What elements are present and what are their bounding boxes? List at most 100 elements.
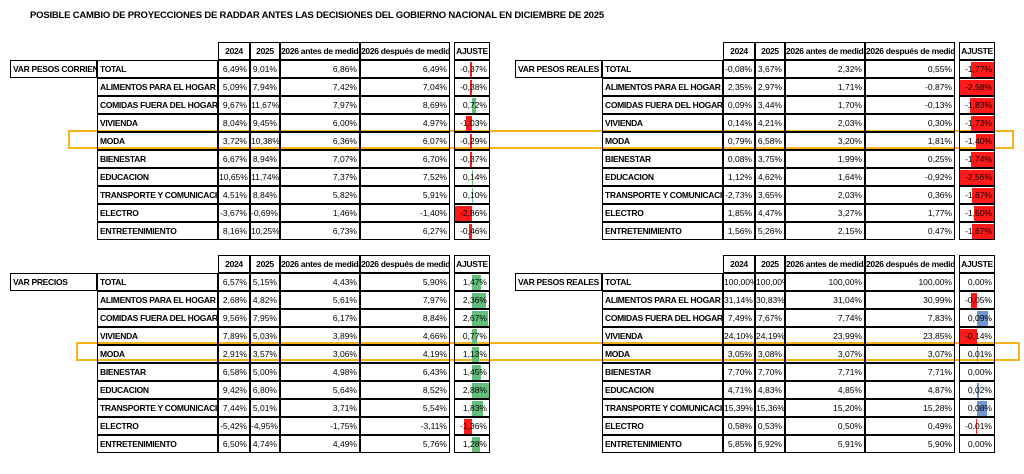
value-cell: 11,74% xyxy=(250,168,280,186)
row-label: VIVIENDA xyxy=(97,114,218,132)
adjust-cell: 1,45% xyxy=(454,363,490,381)
value-cell: -0,92% xyxy=(865,168,955,186)
adjust-cell: -0,29% xyxy=(454,132,490,150)
value-cell: -4,95% xyxy=(250,417,280,435)
value-cell: 7,52% xyxy=(360,168,450,186)
row-label: ALIMENTOS PARA EL HOGAR xyxy=(97,78,218,96)
adjust-bar xyxy=(960,170,994,185)
value-cell: -1,40% xyxy=(360,204,450,222)
value-cell: 4,62% xyxy=(755,168,785,186)
value-cell: 2,35% xyxy=(723,78,755,96)
adjust-cell: -0,14% xyxy=(959,327,995,345)
column-header: 2025 xyxy=(755,42,785,60)
adjust-cell: 1,83% xyxy=(454,399,490,417)
adjust-bar xyxy=(472,170,473,185)
value-cell: 3,44% xyxy=(755,96,785,114)
adjust-value: 1,13% xyxy=(462,349,487,359)
adjust-value: 1,28% xyxy=(462,439,487,449)
value-cell: 3,27% xyxy=(785,204,865,222)
value-cell: 1,12% xyxy=(723,168,755,186)
column-header: 2026 antes de medidas xyxy=(785,42,865,60)
value-cell: 5,00% xyxy=(250,363,280,381)
value-cell: 2,03% xyxy=(785,186,865,204)
row-label: EDUCACION xyxy=(602,381,723,399)
value-cell: 1,71% xyxy=(785,78,865,96)
column-header: 2026 antes de medidas xyxy=(280,255,360,273)
adjust-value: -1,50% xyxy=(965,208,992,218)
value-cell: 0,53% xyxy=(755,417,785,435)
column-header: AJUSTE xyxy=(959,42,995,60)
value-cell: 3,08% xyxy=(755,345,785,363)
adjust-bar xyxy=(469,80,472,95)
value-cell: 9,45% xyxy=(250,114,280,132)
column-header: 2024 xyxy=(218,42,250,60)
adjust-bar xyxy=(465,116,472,131)
value-cell: 7,74% xyxy=(785,309,865,327)
row-label: EDUCACION xyxy=(97,168,218,186)
row-label: EDUCACION xyxy=(97,381,218,399)
adjust-cell: 0,10% xyxy=(454,186,490,204)
value-cell: 5,03% xyxy=(250,327,280,345)
value-cell: 1,56% xyxy=(723,222,755,240)
value-cell: 7,44% xyxy=(218,399,250,417)
row-label: COMIDAS FUERA DEL HOGAR xyxy=(602,96,723,114)
column-header: 2024 xyxy=(723,255,755,273)
column-header: AJUSTE xyxy=(454,255,490,273)
adjust-value: -0,37% xyxy=(460,154,487,164)
value-cell: -0,87% xyxy=(865,78,955,96)
page-title: POSIBLE CAMBIO DE PROYECCIONES DE RADDAR… xyxy=(30,10,604,21)
adjust-cell: 1,13% xyxy=(454,345,490,363)
row-label: BIENESTAR xyxy=(97,150,218,168)
value-cell: 7,67% xyxy=(755,309,785,327)
adjust-bar xyxy=(975,419,977,434)
value-cell: 4,85% xyxy=(785,381,865,399)
value-cell: 0,25% xyxy=(865,150,955,168)
adjust-bar xyxy=(469,224,472,239)
value-cell: 10,38% xyxy=(250,132,280,150)
value-cell: 6,67% xyxy=(218,150,250,168)
adjust-value: 1,45% xyxy=(462,367,487,377)
row-label: ELECTRO xyxy=(602,204,723,222)
column-header: 2025 xyxy=(250,255,280,273)
value-cell: 0,36% xyxy=(865,186,955,204)
section-label: VAR PESOS REALES xyxy=(515,273,602,291)
section-label: VAR PRECIOS xyxy=(10,273,97,291)
adjust-value: -1,67% xyxy=(965,190,992,200)
adjust-cell: -1,67% xyxy=(959,222,995,240)
adjust-bar xyxy=(472,383,489,398)
value-cell: -3,11% xyxy=(360,417,450,435)
value-cell: 2,03% xyxy=(785,114,865,132)
value-cell: 1,99% xyxy=(785,150,865,168)
adjust-cell: -1,36% xyxy=(454,417,490,435)
adjust-value: 1,83% xyxy=(462,403,487,413)
adjust-bar xyxy=(971,188,994,203)
row-label: VIVIENDA xyxy=(602,114,723,132)
adjust-cell: -2,58% xyxy=(959,78,995,96)
value-cell: 7,71% xyxy=(785,363,865,381)
row-label: MODA xyxy=(97,132,218,150)
value-cell: 3,67% xyxy=(755,60,785,78)
value-cell: 6,49% xyxy=(218,60,250,78)
value-cell: 31,14% xyxy=(723,291,755,309)
row-label: COMIDAS FUERA DEL HOGAR xyxy=(97,96,218,114)
value-cell: 4,21% xyxy=(755,114,785,132)
adjust-cell: -0,38% xyxy=(454,78,490,96)
adjust-bar xyxy=(472,98,477,113)
adjust-cell: 2,36% xyxy=(454,291,490,309)
adjust-value: 0,77% xyxy=(462,331,487,341)
value-cell: 100,00% xyxy=(723,273,755,291)
row-label: BIENESTAR xyxy=(602,363,723,381)
row-label: ALIMENTOS PARA EL HOGAR xyxy=(97,291,218,309)
value-cell: 8,84% xyxy=(360,309,450,327)
adjust-bar xyxy=(970,62,994,77)
value-cell: 4,47% xyxy=(755,204,785,222)
value-cell: 4,87% xyxy=(865,381,955,399)
adjust-bar xyxy=(472,311,488,326)
value-cell: 100,00% xyxy=(755,273,785,291)
row-label: ENTRETENIMIENTO xyxy=(97,222,218,240)
value-cell: 3,05% xyxy=(723,345,755,363)
value-cell: 8,69% xyxy=(360,96,450,114)
value-cell: 4,66% xyxy=(360,327,450,345)
value-cell: 4,19% xyxy=(360,345,450,363)
value-cell: 2,15% xyxy=(785,222,865,240)
